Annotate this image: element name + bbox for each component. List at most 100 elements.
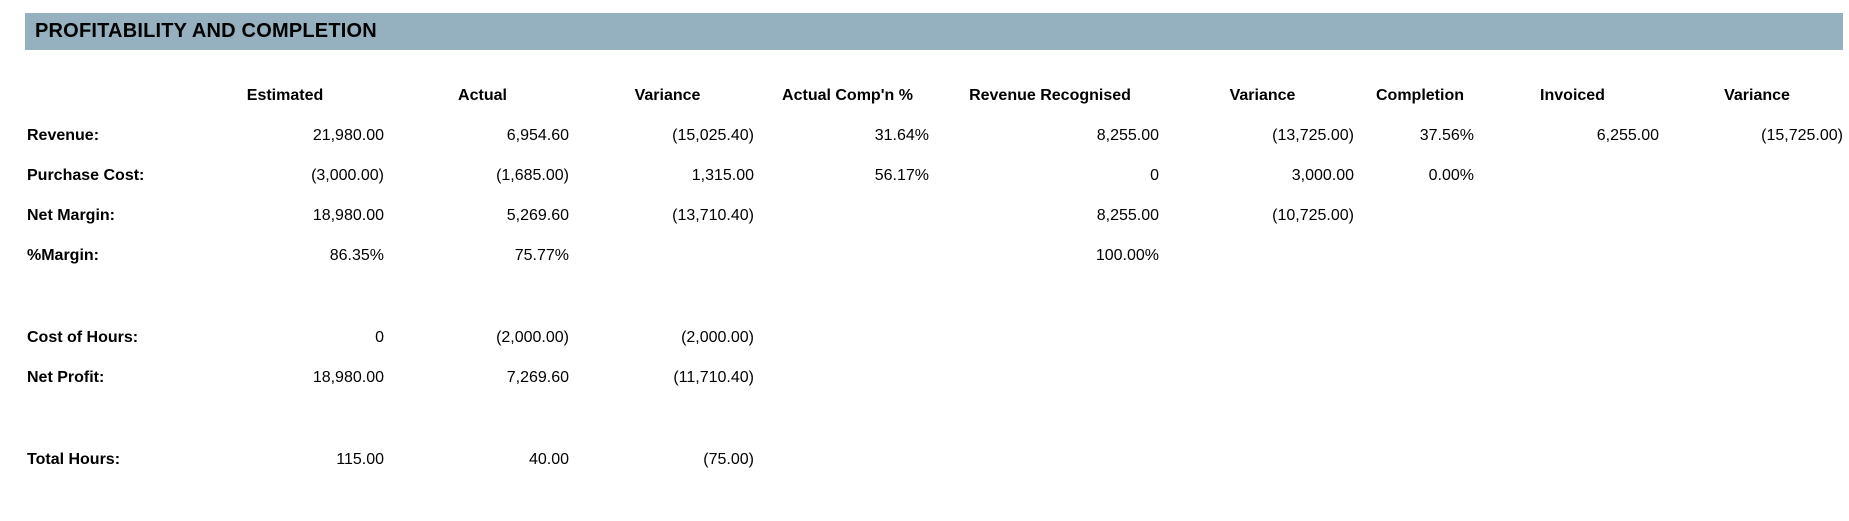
row-label	[0, 276, 180, 318]
cell	[1360, 440, 1480, 480]
cell	[1665, 398, 1849, 440]
cell	[760, 276, 935, 318]
cell	[1165, 276, 1360, 318]
row-label	[0, 398, 180, 440]
cell	[1480, 156, 1665, 196]
cell	[575, 398, 760, 440]
cell	[1165, 358, 1360, 398]
cell: 0	[1150, 167, 1159, 184]
cell	[1165, 398, 1360, 440]
cell	[1665, 276, 1849, 318]
cell: 40.00	[528, 451, 569, 468]
table-body: Revenue: 21,980.00 6,954.60 (15,025.40) 31.6…	[0, 116, 1849, 480]
table-row: Purchase Cost: (3,000.00) (1,685.00) 1,315.…	[0, 156, 1849, 196]
column-header: Estimated	[246, 87, 324, 104]
cell	[1360, 318, 1480, 358]
column-header: Variance	[1229, 87, 1296, 104]
cell: (10,725.00)	[1272, 207, 1354, 224]
cell: 100.00%	[1095, 247, 1159, 264]
row-label: Net Margin:	[27, 207, 115, 224]
column-header: Completion	[1376, 87, 1464, 104]
cell: 1,315.00	[691, 167, 754, 184]
cell	[1480, 440, 1665, 480]
cell	[1165, 318, 1360, 358]
cell	[760, 358, 935, 398]
cell: 6,954.60	[506, 127, 569, 144]
cell	[575, 236, 760, 276]
row-label: %Margin:	[27, 247, 99, 264]
cell	[1665, 358, 1849, 398]
cell: 37.56%	[1419, 127, 1474, 144]
cell	[1165, 440, 1360, 480]
cell: 31.64%	[874, 127, 929, 144]
cell	[1360, 196, 1480, 236]
cell: 6,255.00	[1596, 127, 1659, 144]
cell	[1480, 358, 1665, 398]
cell: (15,725.00)	[1761, 127, 1843, 144]
table-row: Cost of Hours: 0 (2,000.00) (2,000.00)	[0, 318, 1849, 358]
cell	[1360, 276, 1480, 318]
row-label: Purchase Cost:	[27, 167, 145, 184]
table-row: %Margin: 86.35% 75.77% 100.00%	[0, 236, 1849, 276]
cell	[1665, 236, 1849, 276]
cell: (2,000.00)	[681, 329, 754, 346]
cell	[1480, 318, 1665, 358]
cell	[180, 276, 390, 318]
row-label: Revenue:	[27, 127, 100, 144]
cell	[1360, 398, 1480, 440]
cell	[390, 398, 575, 440]
cell	[760, 318, 935, 358]
cell	[180, 398, 390, 440]
row-label: Net Profit:	[27, 369, 105, 386]
cell: (1,685.00)	[496, 167, 569, 184]
cell	[760, 440, 935, 480]
cell: 56.17%	[874, 167, 929, 184]
column-header: Invoiced	[1540, 87, 1605, 104]
cell	[760, 196, 935, 236]
cell	[760, 236, 935, 276]
cell	[1480, 276, 1665, 318]
cell: 8,255.00	[1096, 207, 1159, 224]
cell: 75.77%	[514, 247, 569, 264]
cell: (75.00)	[703, 451, 754, 468]
row-label: Total Hours:	[27, 451, 121, 468]
cell	[1165, 236, 1360, 276]
cell: 7,269.60	[506, 369, 569, 386]
cell	[1480, 236, 1665, 276]
table-row: Revenue: 21,980.00 6,954.60 (15,025.40) 31.6…	[0, 116, 1849, 156]
table-header-row: Estimated Actual Variance Actual Comp'n % Re…	[0, 76, 1849, 116]
cell: (13,710.40)	[672, 207, 754, 224]
cell	[1665, 318, 1849, 358]
column-header: Actual	[458, 87, 507, 104]
column-header: Variance	[1724, 87, 1790, 104]
cell	[1360, 358, 1480, 398]
cell	[1665, 156, 1849, 196]
cell	[390, 276, 575, 318]
cell: 0.00%	[1428, 167, 1474, 184]
cell	[935, 398, 1165, 440]
cell	[935, 358, 1165, 398]
cell: (11,710.40)	[673, 369, 754, 386]
column-header: Actual Comp'n %	[782, 87, 913, 104]
cell: 115.00	[336, 451, 384, 468]
table-row: Net Margin: 18,980.00 5,269.60 (13,710.40) 8…	[0, 196, 1849, 236]
table-header: Estimated Actual Variance Actual Comp'n % Re…	[0, 76, 1849, 116]
cell	[1360, 236, 1480, 276]
table-row: Net Profit: 18,980.00 7,269.60 (11,710.40)	[0, 358, 1849, 398]
cell: 0	[375, 329, 384, 346]
profitability-table: Estimated Actual Variance Actual Comp'n % Re…	[0, 76, 1849, 480]
cell	[935, 440, 1165, 480]
cell: 18,980.00	[312, 369, 384, 386]
cell: (3,000.00)	[311, 167, 384, 184]
column-header-blank	[0, 76, 180, 116]
row-label: Cost of Hours:	[27, 329, 139, 346]
cell: 8,255.00	[1096, 127, 1159, 144]
cell	[575, 276, 760, 318]
cell: (13,725.00)	[1272, 127, 1354, 144]
cell: 5,269.60	[506, 207, 569, 224]
cell: 18,980.00	[312, 207, 384, 224]
cell	[935, 276, 1165, 318]
spacer-row	[0, 276, 1849, 318]
spacer-row	[0, 398, 1849, 440]
cell: 3,000.00	[1291, 167, 1354, 184]
